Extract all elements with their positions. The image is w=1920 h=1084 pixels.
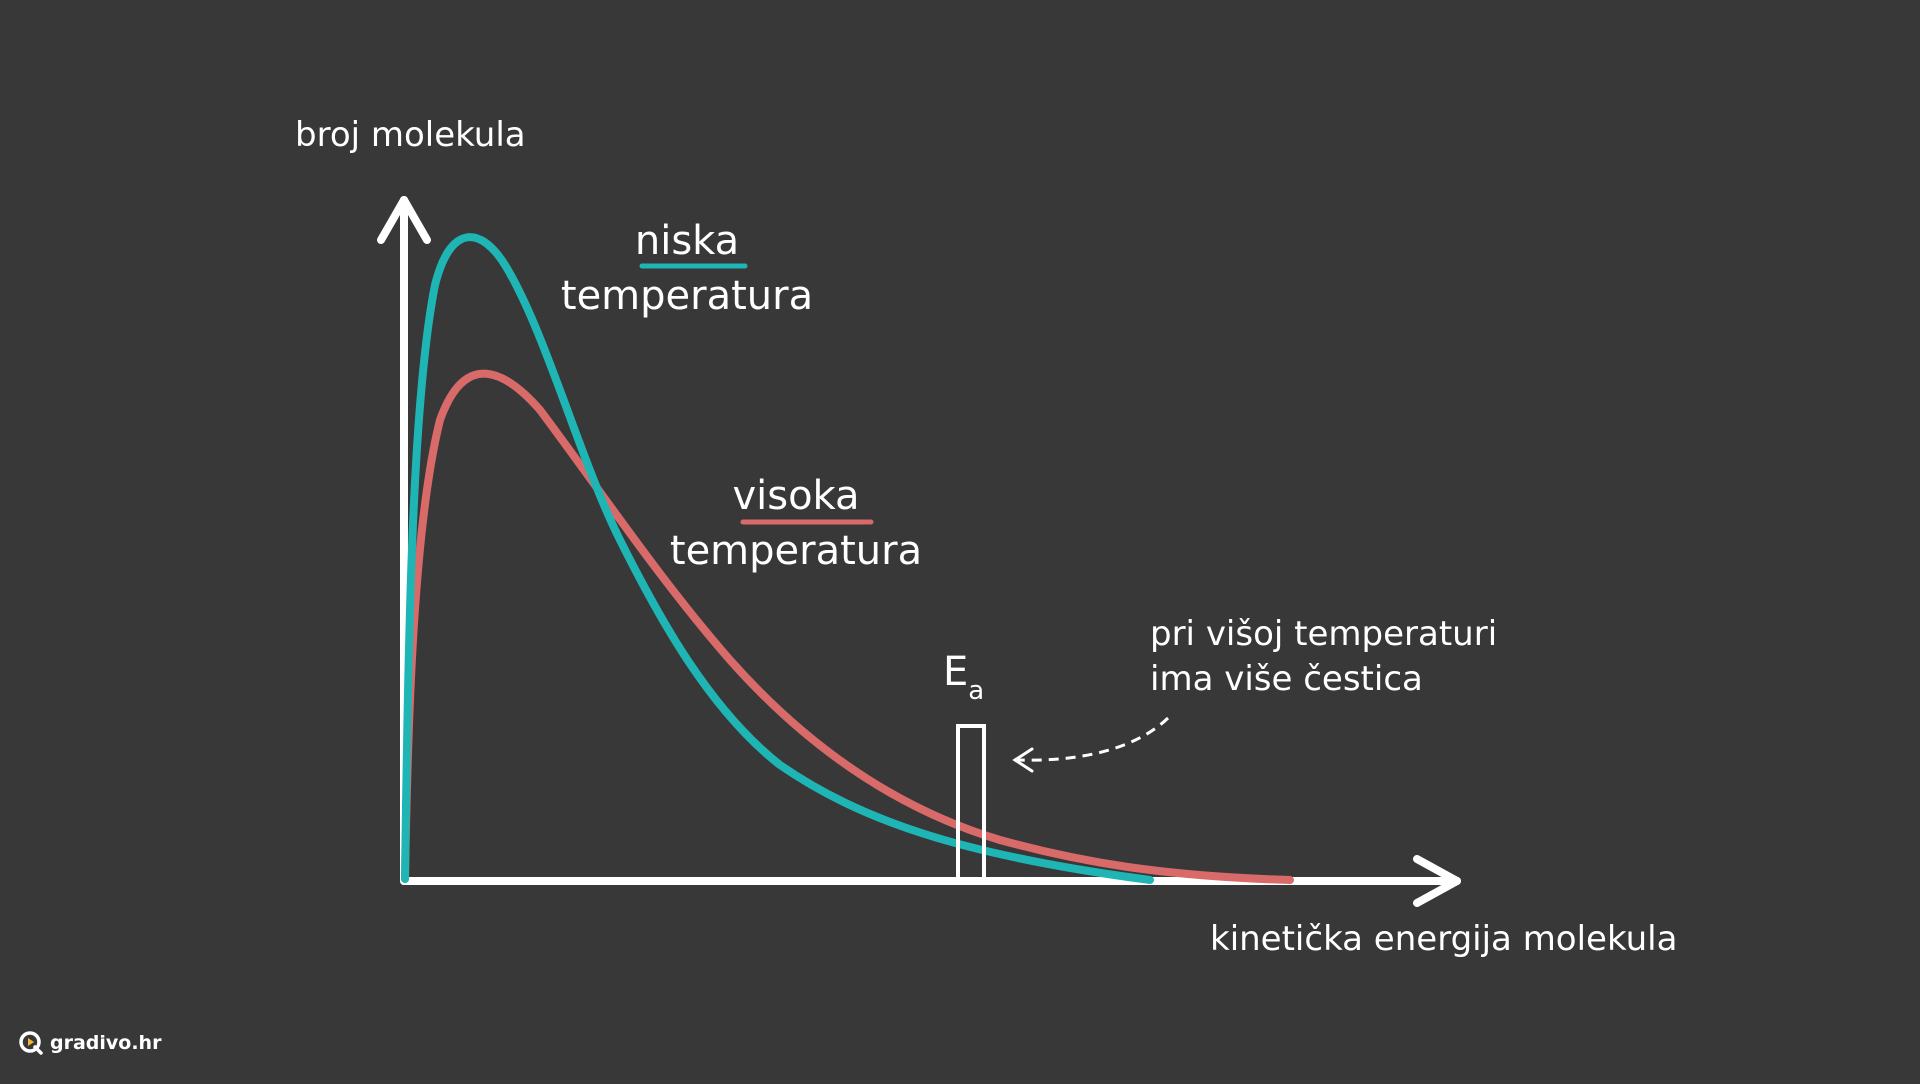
x-axis-arrow bbox=[1413, 855, 1461, 907]
activation-energy-bar bbox=[956, 724, 986, 883]
y-axis-label: broj molekula bbox=[295, 115, 526, 155]
annotation-line1: pri višoj temperaturi bbox=[1150, 614, 1497, 654]
high-temp-label-line1: visoka bbox=[732, 473, 859, 519]
annotation-arrowhead bbox=[1012, 747, 1034, 773]
brand-name: gradivo.hr bbox=[50, 1032, 162, 1054]
low-temp-label-line1: niska bbox=[635, 218, 739, 264]
y-axis-arrow bbox=[377, 196, 431, 244]
high-temp-label-line2: temperatura bbox=[670, 528, 922, 574]
brand-logo: gradivo.hr bbox=[18, 1030, 161, 1056]
ea-label: Ea bbox=[943, 649, 984, 706]
annotation-arrow bbox=[1017, 716, 1170, 762]
annotation-line2: ima više čestica bbox=[1150, 659, 1423, 699]
low-temp-label-line2: temperatura bbox=[561, 273, 813, 319]
high-temperature-curve bbox=[401, 369, 1294, 884]
gradivo-logo-icon bbox=[19, 1031, 43, 1055]
x-axis-label: kinetička energija molekula bbox=[1210, 919, 1677, 959]
low-temperature-curve bbox=[401, 233, 1154, 884]
